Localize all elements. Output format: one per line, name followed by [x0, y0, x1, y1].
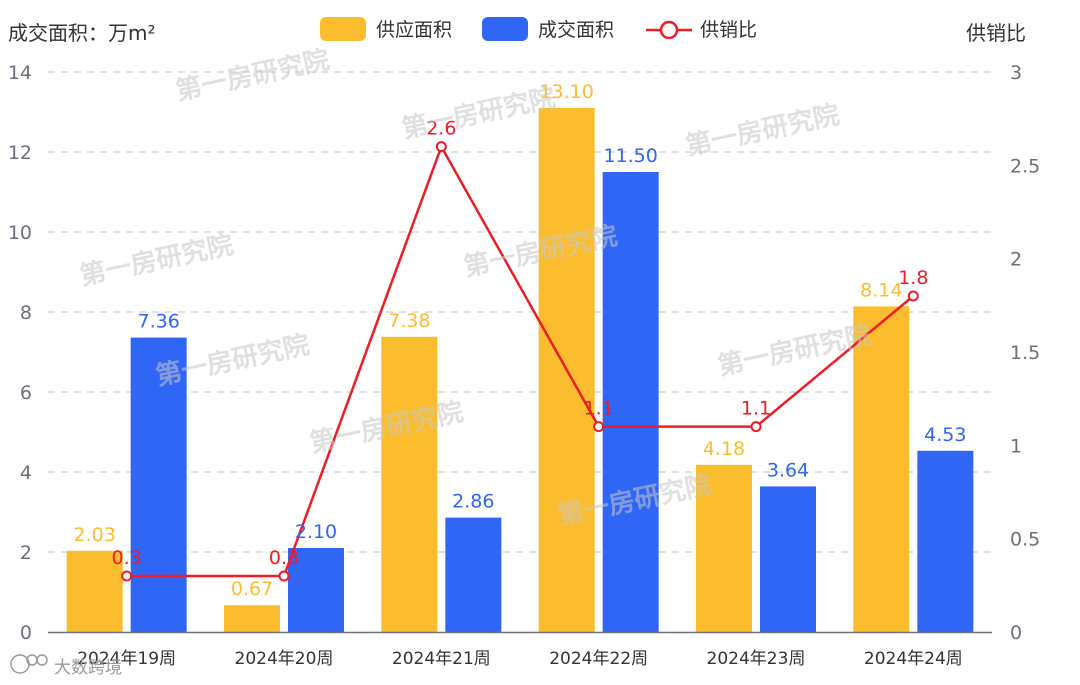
y-right-tick-label: 2.5: [1010, 155, 1040, 177]
bar-value-label: 11.50: [603, 145, 657, 167]
bar-value-label: 4.53: [924, 424, 966, 446]
x-tick-label: 2024年22周: [549, 649, 648, 669]
y-left-tick-label: 14: [8, 62, 32, 84]
left-axis-title: 成交面积：万m²: [8, 21, 156, 45]
bar-value-label: 4.18: [703, 438, 745, 460]
legend-swatch-deal: [482, 17, 528, 41]
legend: 供应面积 成交面积 供销比: [320, 17, 757, 41]
y-right-tick-label: 0.5: [1010, 529, 1040, 551]
y-right-tick-label: 1.5: [1010, 342, 1040, 364]
watermark-text: 第一房研究院: [173, 44, 332, 107]
bar-value-label: 13.10: [539, 81, 593, 103]
x-tick-label: 2024年20周: [235, 649, 334, 669]
ratio-point: [121, 570, 133, 582]
ratio-line: [126, 145, 915, 578]
bar: [66, 550, 123, 632]
y-left-tick-label: 12: [8, 142, 32, 164]
ratio-point: [907, 290, 919, 302]
footer-watermark: 大数跨境: [54, 658, 122, 678]
ratio-value-label: 1.1: [741, 398, 771, 420]
ratio-value-label: 2.6: [426, 118, 456, 140]
line-series: [121, 141, 919, 582]
y-left-tick-label: 0: [20, 622, 32, 644]
bar-value-label: 7.36: [138, 311, 180, 333]
bar: [602, 172, 659, 632]
y-left-tick-label: 4: [20, 462, 32, 484]
legend-swatch-ratio-marker: [659, 20, 679, 40]
bar-value-label: 8.14: [860, 279, 902, 301]
bar: [696, 464, 752, 632]
axes: 成交面积：万m² 供销比 0 2 4 6 8 10 12 14 0 0.5 1 1.5 2 2.5 3 202…: [8, 21, 1040, 669]
bar: [130, 337, 187, 632]
y-left-tick-label: 6: [20, 382, 32, 404]
ratio-value-label: 1.1: [584, 398, 614, 420]
bar-value-label: 7.38: [388, 310, 430, 332]
ratio-point: [750, 421, 762, 433]
ratio-value-label: 0.3: [269, 547, 299, 569]
bar-value-label: 3.64: [767, 459, 809, 481]
ratio-value-label: 0.3: [112, 547, 142, 569]
y-right-tick-label: 1: [1010, 435, 1022, 457]
y-right-tick-label: 2: [1010, 249, 1022, 271]
x-tick-label: 2024年23周: [707, 649, 806, 669]
bar-value-label: 2.03: [74, 524, 116, 546]
bar-value-label: 0.67: [231, 578, 273, 600]
ratio-point: [435, 141, 447, 153]
ratio-point: [278, 570, 290, 582]
ratio-value-label: 1.8: [898, 267, 928, 289]
bar: [853, 306, 910, 632]
data-labels: 2.03 0.67 7.38 13.10 4.18 8.14 7.36 2.10 2.86 11.…: [74, 81, 967, 600]
bar: [917, 450, 974, 632]
legend-label-deal: 成交面积: [538, 19, 614, 41]
bar: [381, 336, 438, 632]
legend-label-ratio: 供销比: [700, 19, 757, 41]
y-right-tick-label: 3: [1010, 62, 1022, 84]
watermark-text: 第一房研究院: [77, 229, 236, 292]
y-left-tick-label: 10: [8, 222, 32, 244]
y-right-tick-label: 0: [1010, 622, 1022, 644]
bar: [288, 548, 344, 632]
x-tick-label: 2024年24周: [864, 649, 963, 669]
bar-value-label: 2.10: [295, 521, 337, 543]
y-left-tick-label: 2: [20, 542, 32, 564]
bar: [760, 486, 816, 632]
watermark-text: 第一房研究院: [399, 82, 558, 145]
legend-swatch-supply: [320, 17, 366, 41]
legend-label-supply: 供应面积: [376, 19, 452, 41]
bar: [445, 517, 502, 632]
bar-value-label: 2.86: [452, 491, 494, 513]
ratio-point: [593, 421, 605, 433]
watermark-text: 第一房研究院: [715, 319, 874, 382]
x-tick-label: 2024年21周: [392, 649, 491, 669]
right-axis-title: 供销比: [966, 21, 1026, 45]
grid-lines: [48, 71, 992, 553]
y-left-tick-label: 8: [20, 302, 32, 324]
brand-logo-icon: [10, 654, 48, 674]
bar: [224, 605, 280, 632]
x-tick-label: 2024年19周: [77, 649, 176, 669]
